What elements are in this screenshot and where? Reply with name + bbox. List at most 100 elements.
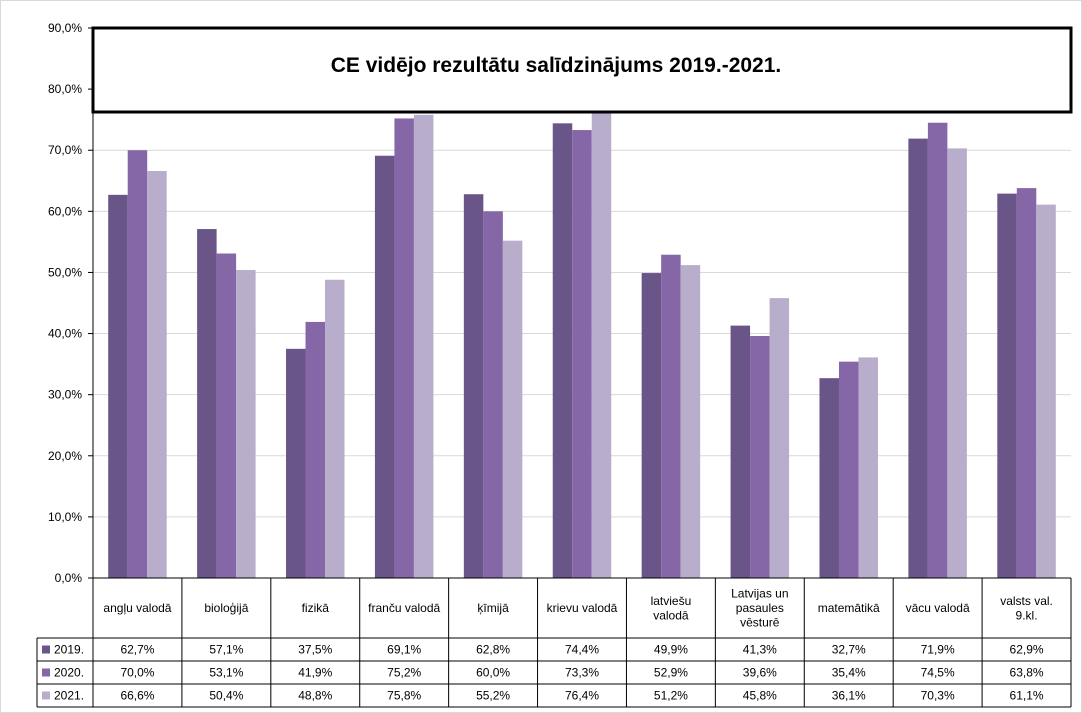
data-label: 63,8% — [1010, 666, 1044, 680]
bar — [661, 254, 681, 578]
bar — [502, 240, 523, 578]
data-label: 75,2% — [387, 666, 421, 680]
data-label: 37,5% — [298, 643, 332, 657]
data-label: 45,8% — [743, 689, 777, 703]
category-label: vēsturē — [740, 616, 780, 630]
data-label: 69,1% — [387, 643, 421, 657]
y-tick-label: 80,0% — [48, 82, 82, 96]
data-label: 32,7% — [832, 643, 866, 657]
bar — [1036, 204, 1056, 578]
category-label: fizikā — [302, 601, 330, 615]
bar — [730, 325, 751, 578]
chart-title-box: CE vidējo rezultātu salīdzinājums 2019.-… — [91, 26, 1073, 114]
bar — [750, 336, 770, 578]
category-label: angļu valodā — [103, 601, 171, 615]
bar — [305, 321, 326, 578]
data-label: 61,1% — [1010, 689, 1044, 703]
category-label: franču valodā — [368, 601, 440, 615]
plot-frame — [91, 26, 1073, 114]
bar — [483, 211, 503, 579]
bar — [838, 361, 859, 578]
legend-label: 2019. — [54, 643, 84, 657]
bar — [769, 298, 790, 578]
data-label: 36,1% — [832, 689, 866, 703]
category-label: valsts val. — [1000, 594, 1053, 608]
category-label: Latvijas un — [731, 587, 788, 601]
data-label: 75,8% — [387, 689, 421, 703]
category-label: bioloģijā — [204, 601, 248, 615]
chart-title: CE vidējo rezultātu salīdzinājums 2019.-… — [331, 54, 782, 77]
legend-key-2020 — [42, 668, 50, 677]
bar — [374, 155, 395, 578]
bar — [908, 138, 928, 578]
data-label: 49,9% — [654, 643, 688, 657]
data-label: 71,9% — [921, 643, 955, 657]
bar — [286, 348, 306, 578]
bar — [552, 123, 573, 578]
bar — [108, 194, 128, 579]
data-label: 57,1% — [209, 643, 243, 657]
y-tick-label: 40,0% — [48, 327, 82, 341]
y-tick-label: 50,0% — [48, 265, 82, 279]
data-label: 35,4% — [832, 666, 866, 680]
bar — [216, 253, 237, 578]
data-label: 62,7% — [120, 643, 154, 657]
category-label: latviešu — [651, 594, 692, 608]
category-label: ķīmijā — [477, 601, 509, 615]
data-label: 74,5% — [921, 666, 955, 680]
bar — [147, 171, 167, 578]
bar — [1016, 188, 1037, 578]
data-label: 74,4% — [565, 643, 599, 657]
bar — [641, 273, 662, 578]
data-table: angļu valodā bioloģijā fizikā franču valodā… — [36, 577, 1072, 708]
data-label: 41,9% — [298, 666, 332, 680]
data-label: 52,9% — [654, 666, 688, 680]
bar — [572, 130, 592, 579]
y-tick-label: 60,0% — [48, 204, 82, 218]
bar — [394, 118, 414, 578]
bar — [927, 122, 948, 578]
category-label: vācu valodā — [906, 601, 970, 615]
data-label: 39,6% — [743, 666, 777, 680]
data-label: 62,9% — [1010, 643, 1044, 657]
bars — [108, 111, 1056, 579]
bar — [127, 150, 148, 578]
data-label: 76,4% — [565, 689, 599, 703]
y-tick-label: 10,0% — [48, 510, 82, 524]
data-label: 51,2% — [654, 689, 688, 703]
category-label: 9.kl. — [1016, 608, 1038, 622]
y-tick-label: 20,0% — [48, 449, 82, 463]
bar — [947, 148, 967, 578]
data-label: 55,2% — [476, 689, 510, 703]
bar — [463, 194, 484, 578]
category-label: krievu valodā — [547, 601, 618, 615]
legend-label: 2020. — [54, 666, 84, 680]
bar — [591, 111, 612, 578]
data-label: 48,8% — [298, 689, 332, 703]
category-label: pasaules — [736, 601, 784, 615]
data-label: 62,8% — [476, 643, 510, 657]
category-label: matemātikā — [818, 601, 880, 615]
legend-label: 2021. — [54, 689, 84, 703]
legend-key-2021 — [42, 691, 50, 700]
y-tick-label: 90,0% — [48, 21, 82, 35]
y-tick-label: 0,0% — [55, 571, 83, 585]
category-label: valodā — [653, 608, 689, 622]
bar — [413, 114, 434, 579]
data-label: 50,4% — [209, 689, 243, 703]
y-tick-label: 70,0% — [48, 143, 82, 157]
bar — [858, 357, 878, 578]
bar — [819, 378, 839, 578]
data-label: 73,3% — [565, 666, 599, 680]
data-label: 60,0% — [476, 666, 510, 680]
data-label: 41,3% — [743, 643, 777, 657]
bar — [997, 193, 1017, 578]
y-tick-label: 30,0% — [48, 388, 82, 402]
data-label: 70,0% — [120, 666, 154, 680]
data-label: 70,3% — [921, 689, 955, 703]
y-axis-tick-labels: 0,0% 10,0% 20,0% 30,0% 40,0% 50,0% 60,0% 70,0% 8… — [48, 21, 82, 585]
bar — [680, 265, 701, 578]
data-label: 53,1% — [209, 666, 243, 680]
